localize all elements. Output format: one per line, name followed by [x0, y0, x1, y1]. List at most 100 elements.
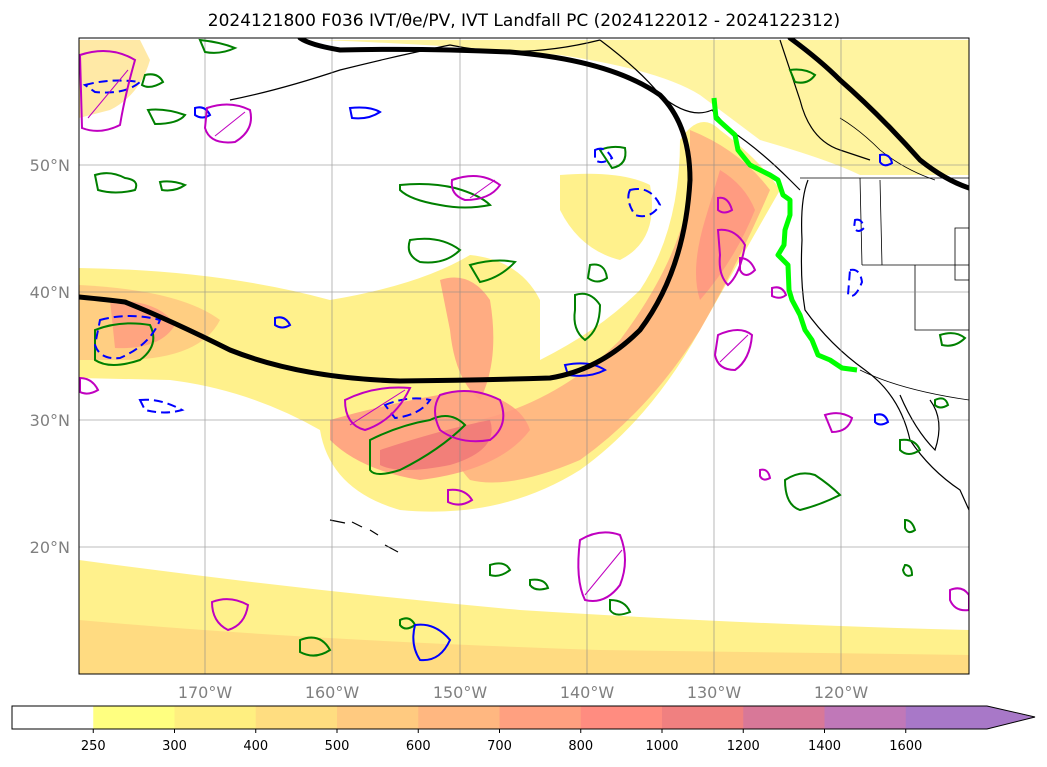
ivt-core-jet [440, 277, 494, 400]
theta-e-contour [788, 68, 817, 84]
pc-contour [716, 196, 757, 287]
colorbar-tick-label: 1200 [727, 739, 760, 754]
colorbar-tick-label: 1400 [808, 739, 841, 754]
colorbar-swatch [12, 706, 94, 729]
pv-contour [274, 316, 292, 329]
colorbar: 250 300 400 500 600 700 800 1000 1200 1400 1600 [11, 705, 1036, 754]
pc-contour [713, 329, 754, 372]
theta-e-contour [158, 180, 917, 577]
colorbar-swatch [93, 706, 175, 729]
pc-contours [79, 50, 969, 632]
lon-label: 120°W [814, 683, 869, 702]
theta-e-contour [586, 263, 609, 283]
coastline-alaska-peninsula [229, 39, 601, 101]
theta-e-contour [598, 145, 627, 170]
theta-e-contours [93, 38, 967, 657]
ivt-core-plume [457, 130, 770, 483]
lon-label: 150°W [433, 683, 488, 702]
pv-contour [194, 106, 382, 120]
longitude-labels: 170°W 160°W 150°W 140°W 130°W 120°W [178, 683, 869, 702]
colorbar-tick-label: 500 [325, 739, 350, 754]
colorbar-tick-label: 700 [487, 739, 512, 754]
pv-contour-dashed [846, 218, 866, 298]
colorbar-swatch [255, 706, 338, 729]
pc-contour [434, 390, 505, 443]
pv-contour-dashed [627, 188, 662, 218]
pv-contour [563, 362, 607, 377]
pc-hatch [214, 111, 246, 137]
pc-contour [577, 531, 626, 602]
pc-contour [79, 376, 969, 632]
pc-contour [343, 386, 412, 432]
pv-contour-dashed [383, 397, 432, 420]
colorbar-swatch [743, 706, 825, 729]
ivt-shading [79, 40, 969, 674]
lon-label: 130°W [687, 683, 742, 702]
border-canada-provinces [839, 117, 936, 181]
lat-label: 50°N [30, 156, 70, 175]
pv-contours [194, 106, 894, 662]
ivt-band-north [79, 40, 969, 175]
theta-e-contour [899, 332, 967, 455]
colorbar-swatch [418, 706, 500, 729]
colorbar-swatch [905, 706, 1035, 729]
pc-contour [203, 103, 252, 144]
coastline-baja [899, 394, 940, 452]
lon-label: 160°W [305, 683, 360, 702]
latitude-labels: 50°N 40°N 30°N 20°N [30, 156, 70, 557]
colorbar-swatch [499, 706, 582, 729]
theta-e-contour [140, 38, 238, 126]
colorbar-tick-label: 250 [81, 739, 106, 754]
coastline-canada-interior [779, 39, 871, 161]
black-contour-main [79, 38, 693, 384]
colorbar-tick-label: 600 [406, 739, 431, 754]
graticule [79, 38, 969, 674]
colorbar-swatch [824, 706, 907, 729]
coastline-hawaii [329, 519, 399, 553]
lat-label: 20°N [30, 538, 70, 557]
pv-contour [412, 623, 452, 662]
map-panel [79, 38, 969, 674]
ivt-band-south-core [79, 620, 969, 674]
colorbar-swatch [174, 706, 257, 729]
theta-e-contour [783, 472, 842, 512]
colorbar-tick-label: 400 [243, 739, 268, 754]
lat-label: 40°N [30, 283, 70, 302]
pc-hatch [469, 179, 496, 199]
pc-contour [771, 286, 854, 434]
pv-contour-dashed [594, 147, 614, 164]
theta-e-contour [399, 183, 493, 209]
theta-e-contour [369, 415, 467, 475]
pc-contour [79, 50, 137, 132]
black-contours [79, 38, 969, 384]
colorbar-labels: 250 300 400 500 600 700 800 1000 1200 1400 1600 [81, 729, 922, 754]
lon-label: 140°W [560, 683, 615, 702]
theta-e-contour [94, 322, 155, 366]
colorbar-swatch [580, 706, 663, 729]
colorbar-swatch [337, 706, 419, 729]
theta-e-contour [573, 292, 602, 342]
theta-e-contour [468, 259, 517, 284]
pv-contour-dashed [82, 79, 143, 94]
pv-contour [874, 153, 894, 426]
pc-hatch [349, 389, 406, 426]
colorbar-outline [11, 705, 1036, 730]
pc-hatch [87, 69, 129, 119]
colorbar-tick-label: 1000 [645, 739, 678, 754]
pc-contour [450, 175, 502, 202]
colorbar-tick-label: 300 [162, 739, 187, 754]
theta-e-contour [93, 172, 138, 194]
theta-e-contour [407, 237, 462, 264]
ivt-core-plume-inner [696, 170, 755, 300]
theta-e-contour [489, 562, 632, 616]
pv-contour-dashed [138, 398, 185, 414]
pc-hatch [719, 334, 749, 363]
coastline-alaska-panhandle [599, 39, 801, 191]
colorbar-swatches [12, 706, 1035, 729]
coastlines [229, 39, 969, 553]
pv-contours-dashed [82, 79, 866, 420]
coastline-west-coast [800, 179, 969, 511]
pv-contour-dashed [93, 315, 162, 360]
pc-hatch [584, 549, 623, 596]
